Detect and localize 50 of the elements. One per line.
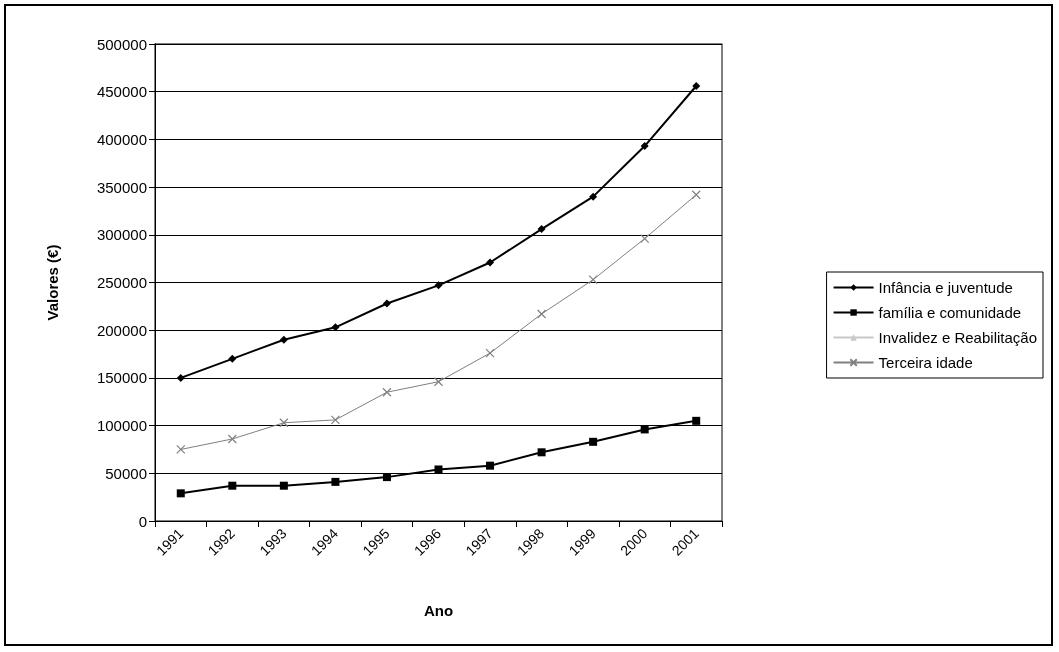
- point: [486, 461, 495, 470]
- point: [692, 81, 701, 90]
- legend-label: Infância e juventude: [878, 279, 1013, 296]
- y-tick-label: 150000: [96, 369, 147, 387]
- point: [331, 323, 340, 332]
- y-tick-label: 400000: [96, 130, 147, 148]
- y-tick-label: 500000: [96, 35, 147, 53]
- point: [588, 275, 598, 285]
- point: [485, 348, 495, 358]
- point: [691, 190, 701, 200]
- point: [640, 425, 649, 434]
- y-tick-label: 350000: [96, 178, 147, 196]
- y-tick-label: 200000: [96, 321, 147, 339]
- point: [692, 416, 701, 425]
- y-tick-label: 300000: [96, 226, 147, 244]
- point: [589, 192, 598, 201]
- y-tick-label: 450000: [96, 83, 147, 101]
- point: [176, 489, 185, 498]
- point: [176, 444, 186, 455]
- y-tick-label: 50000: [105, 464, 147, 482]
- point: [228, 481, 237, 490]
- point: [433, 377, 444, 387]
- point: [176, 373, 185, 382]
- point: [227, 434, 237, 444]
- x-axis-title: Ano: [423, 602, 454, 619]
- point: [536, 309, 547, 319]
- point: [279, 335, 288, 344]
- point: [228, 354, 237, 363]
- point: [382, 387, 392, 397]
- point: [330, 415, 341, 425]
- point: [279, 418, 289, 428]
- y-tick-label: 250000: [96, 274, 147, 291]
- legend-label: Invalidez e Reabilitação: [878, 329, 1038, 346]
- point: [640, 234, 650, 244]
- point: [640, 142, 649, 151]
- y-tick-label: 100000: [96, 417, 147, 435]
- point: [589, 437, 598, 446]
- y-tick-label: 0: [138, 512, 147, 530]
- point: [537, 225, 546, 234]
- point: [537, 448, 546, 457]
- point: [331, 477, 340, 486]
- point: [434, 465, 443, 474]
- point: [382, 299, 391, 308]
- legend-label: Terceira idade: [878, 354, 973, 371]
- point: [382, 473, 391, 482]
- legend-label: família e comunidade: [878, 304, 1022, 321]
- point: [486, 258, 495, 267]
- y-axis-title: Valores (€): [44, 244, 61, 321]
- point: [279, 481, 288, 490]
- point: [434, 281, 443, 290]
